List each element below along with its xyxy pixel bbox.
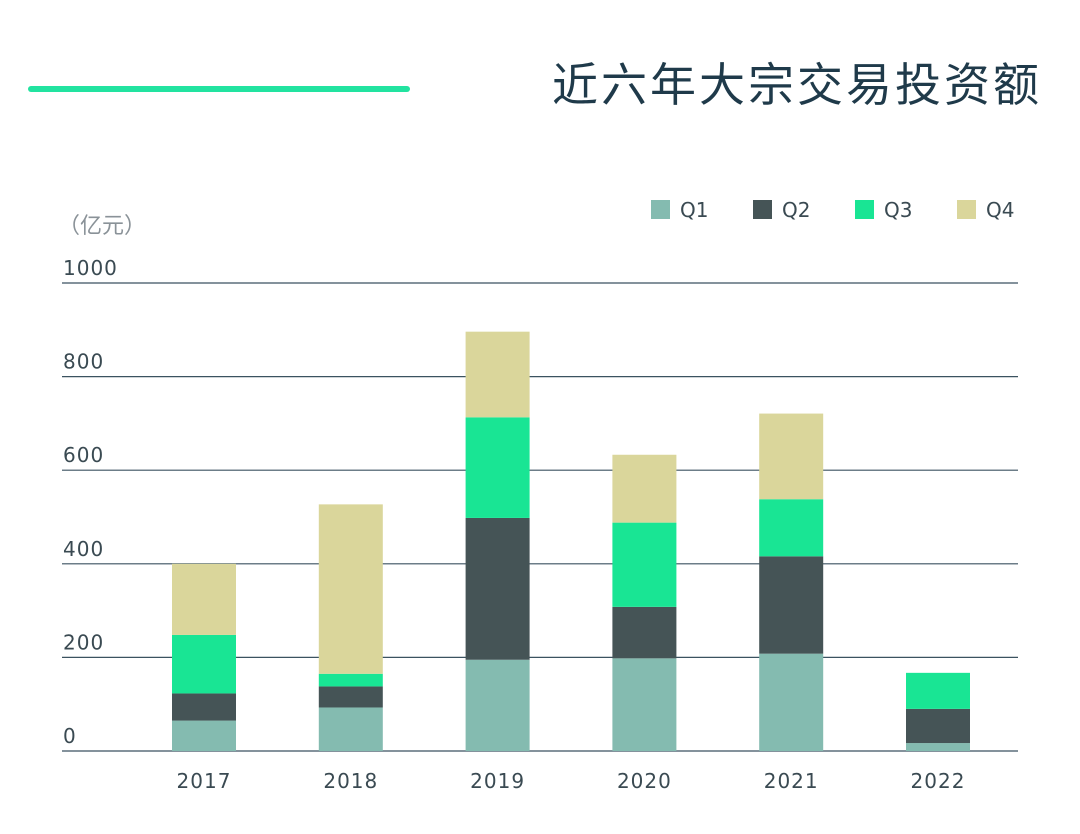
y-unit-label: （亿元） (58, 214, 146, 239)
bar-segment-2017-q3 (172, 634, 236, 694)
legend-swatch-q3 (855, 200, 874, 219)
x-tick-label: 2017 (177, 769, 232, 793)
y-tick-label: 0 (63, 724, 77, 748)
legend-swatch-q1 (651, 200, 670, 219)
bars (172, 331, 970, 751)
x-tick-label: 2021 (764, 769, 819, 793)
bar-segment-2018-q2 (318, 686, 383, 708)
bar-segment-2018-q3 (318, 673, 383, 687)
bar-segment-2019-q4 (465, 331, 530, 418)
y-tick-labels: 0 200 400 600 800 1000 (63, 256, 118, 748)
legend-label-q4: Q4 (986, 198, 1014, 222)
bar-segment-2021-q1 (759, 653, 824, 751)
bar-segment-2017-q4 (172, 563, 236, 635)
x-tick-label: 2019 (470, 769, 525, 793)
bar-segment-2022-q1 (906, 743, 970, 751)
bar-segment-2018-q1 (318, 707, 383, 751)
x-tick-label: 2020 (617, 769, 672, 793)
bar-segment-2017-q1 (172, 720, 236, 751)
page-title: 近六年大宗交易投资额 (552, 58, 1042, 112)
y-tick-label: 800 (63, 350, 104, 374)
legend-swatch-q4 (957, 200, 976, 219)
x-tick-label: 2022 (911, 769, 966, 793)
y-tick-label: 600 (63, 443, 104, 467)
y-tick-label: 1000 (63, 256, 118, 280)
legend-label-q1: Q1 (680, 198, 708, 222)
y-tick-label: 200 (63, 630, 104, 654)
x-tick-label: 2018 (323, 769, 378, 793)
bar-segment-2020-q1 (612, 658, 677, 751)
bar-segment-2019-q1 (465, 659, 530, 751)
bar-segment-2017-q2 (172, 693, 236, 721)
bar-segment-2021-q3 (759, 499, 824, 557)
bar-segment-2019-q3 (465, 417, 530, 518)
bar-segment-2020-q2 (612, 606, 677, 659)
bar-segment-2022-q2 (906, 708, 970, 744)
bar-segment-2018-q4 (318, 504, 383, 674)
bar-segment-2019-q2 (465, 517, 530, 660)
legend-label-q3: Q3 (884, 198, 912, 222)
x-tick-labels: 2017 2018 2019 2020 2021 2022 (177, 769, 966, 793)
legend-label-q2: Q2 (782, 198, 810, 222)
accent-rule (28, 86, 410, 92)
legend: Q1 Q2 Q3 Q4 (651, 198, 1014, 222)
bar-segment-2022-q3 (906, 672, 970, 709)
bar-segment-2020-q4 (612, 454, 677, 523)
bar-segment-2021-q2 (759, 556, 824, 654)
legend-swatch-q2 (753, 200, 772, 219)
bar-segment-2021-q4 (759, 413, 824, 500)
bar-segment-2020-q3 (612, 522, 677, 607)
y-tick-label: 400 (63, 537, 104, 561)
